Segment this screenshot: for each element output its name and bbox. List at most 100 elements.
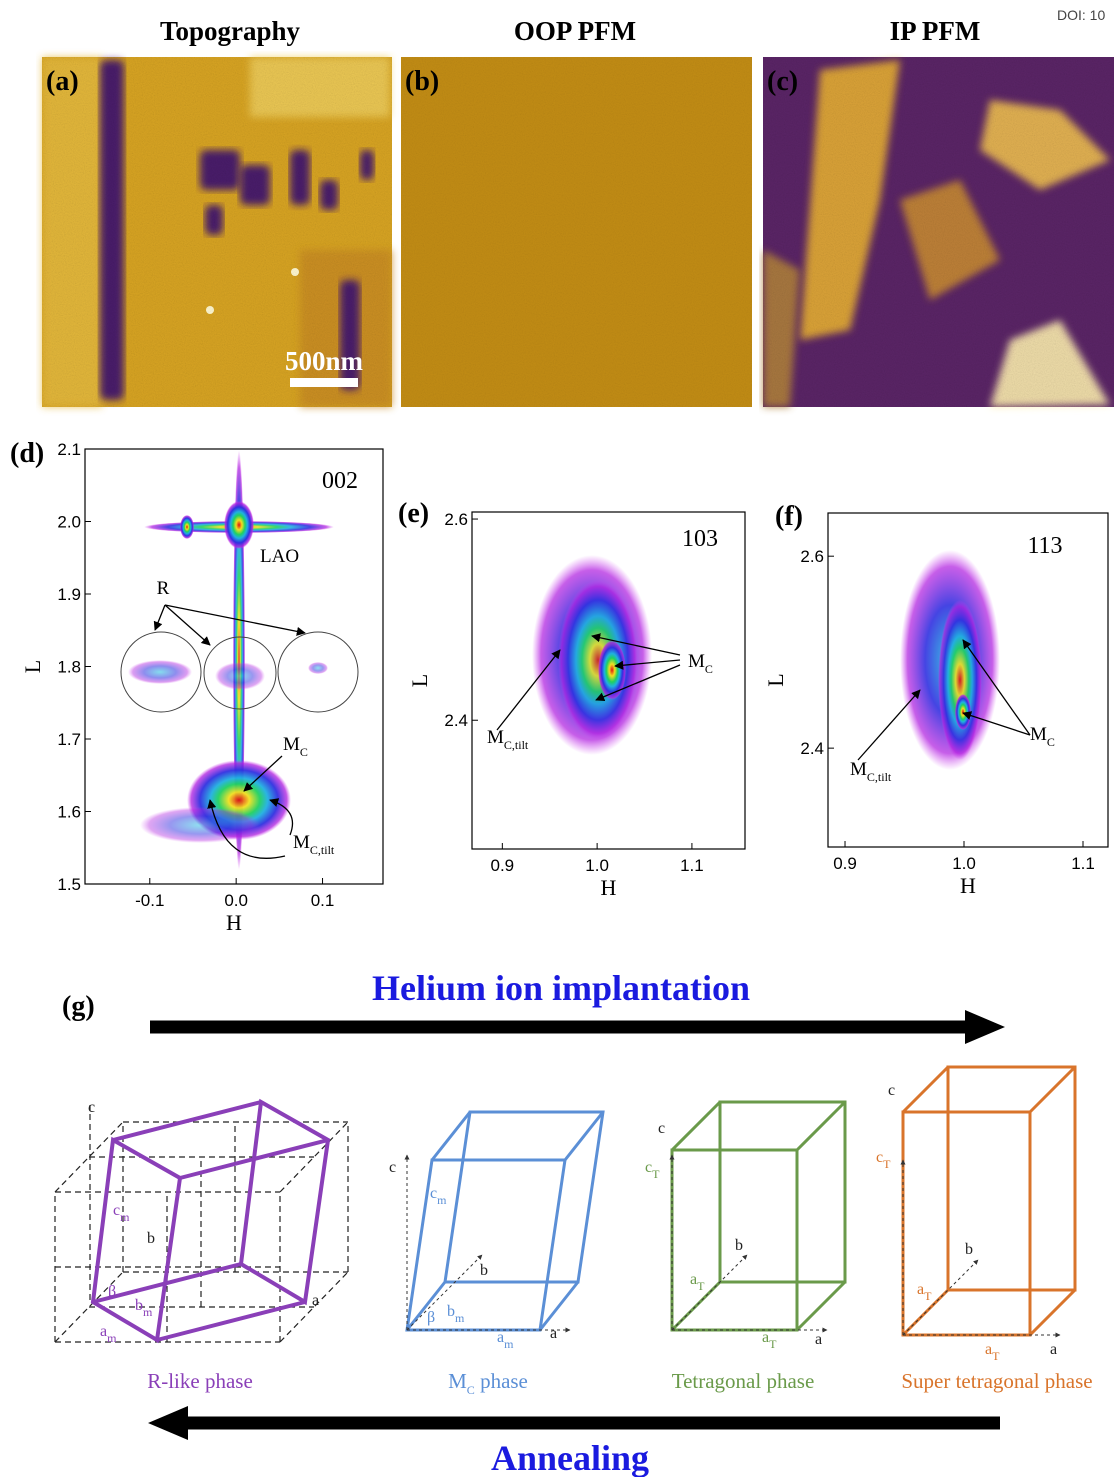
cell-face xyxy=(445,1112,603,1282)
x-tick-label: 1.0 xyxy=(585,856,609,875)
annotation: MC,tilt xyxy=(850,759,892,784)
axis-label-main: b xyxy=(147,1230,155,1247)
y-axis-label: L xyxy=(763,673,788,686)
axes xyxy=(672,1155,827,1330)
panel-label: (g) xyxy=(62,991,95,1022)
y-tick-label: 2.6 xyxy=(444,510,468,529)
axis-label: aT xyxy=(985,1341,1000,1363)
annotation: MC xyxy=(1030,724,1055,749)
backward-arrow-head xyxy=(148,1406,188,1440)
axis-label: aT xyxy=(917,1281,932,1303)
heatmap xyxy=(900,550,1000,770)
axes xyxy=(903,1160,1060,1335)
scale-bar-label: 500nm xyxy=(285,346,364,376)
axes xyxy=(407,1155,570,1330)
axis-label: aT xyxy=(762,1329,777,1351)
intensity-blob xyxy=(558,580,638,740)
figure: DOI: 10Topography(a)500nmOOP PFM(b)IP PF… xyxy=(0,0,1114,1477)
annotation-main: M xyxy=(487,727,504,748)
axis-label-main: a xyxy=(100,1323,107,1340)
axis-label-main: b xyxy=(965,1241,973,1258)
x-tick-label: -0.1 xyxy=(135,891,164,910)
annotation: LAO xyxy=(260,546,299,567)
axis-label-main: b xyxy=(735,1237,743,1254)
axis-label: cT xyxy=(645,1159,660,1181)
annotation-main: M xyxy=(293,832,310,853)
axis-label-sub: T xyxy=(697,1279,705,1293)
y-tick-label: 1.5 xyxy=(57,875,81,894)
axis-label-main: b xyxy=(480,1262,488,1279)
heatmap xyxy=(128,450,334,870)
noise xyxy=(763,57,1114,407)
cell-face xyxy=(720,1102,845,1282)
cell-face xyxy=(903,1112,1030,1335)
x-tick-label: 0.9 xyxy=(491,856,515,875)
axis-label-main: c xyxy=(645,1159,652,1176)
x-axis-label: H xyxy=(960,873,976,898)
intensity-blob xyxy=(128,660,192,684)
forward-title: Helium ion implantation xyxy=(372,968,750,1008)
scale-bar xyxy=(290,378,358,387)
phase-name-main: Super tetragonal phase xyxy=(901,1369,1092,1393)
axis-label: b xyxy=(965,1241,973,1258)
axis-label-sub: m xyxy=(120,1210,130,1224)
cell-edge xyxy=(157,1302,305,1340)
axis-label: c xyxy=(389,1159,396,1176)
forward-arrow-head xyxy=(965,1010,1005,1044)
x-axis-label: H xyxy=(226,910,242,935)
axis-label-main: a xyxy=(985,1341,992,1358)
reflection: 103 xyxy=(682,526,718,552)
axis-label-main: a xyxy=(497,1329,504,1346)
annotation-sub: C xyxy=(300,745,308,759)
annotation-main: M xyxy=(850,759,867,780)
cell-edge xyxy=(797,1282,845,1330)
axis-label-main: a xyxy=(690,1271,697,1288)
y-tick-label: 1.9 xyxy=(57,585,81,604)
annotation-main: R xyxy=(157,578,170,599)
intensity-blob xyxy=(955,694,971,730)
axis-label-main: a xyxy=(312,1292,319,1309)
axis-label: bm xyxy=(447,1303,465,1325)
axis-label-main: b xyxy=(447,1303,455,1320)
annotation-main: M xyxy=(688,651,705,672)
axis-label-main: c xyxy=(430,1185,437,1202)
annotation-main: M xyxy=(1030,724,1047,745)
axis-label-sub: m xyxy=(143,1305,153,1319)
intensity-blob xyxy=(224,501,254,549)
axis-label: aT xyxy=(690,1271,705,1293)
phase-name: MC phase xyxy=(448,1369,528,1397)
image-heading: IP PFM xyxy=(890,16,981,46)
phase-name: Tetragonal phase xyxy=(672,1369,815,1393)
axis-label-main: c xyxy=(88,1099,95,1116)
annotation-sub: C,tilt xyxy=(867,770,892,784)
phase-name: Super tetragonal phase xyxy=(901,1369,1092,1393)
axis-label-main: a xyxy=(550,1325,557,1342)
panel-label: (d) xyxy=(10,438,44,469)
unit-cell xyxy=(672,1102,845,1330)
cell-edge xyxy=(797,1102,845,1150)
panel-label: (e) xyxy=(398,498,429,529)
backward-title: Annealing xyxy=(491,1438,649,1477)
axis-label: β xyxy=(108,1283,116,1300)
page: { "doi": "DOI: 10", "images": [ {"headin… xyxy=(0,0,1114,1477)
axis-label-main: β xyxy=(108,1283,116,1300)
axis-label-sub: m xyxy=(455,1311,465,1325)
axis-label-main: a xyxy=(1050,1341,1057,1358)
annotation-sub: C xyxy=(1047,735,1055,749)
annotation: MC xyxy=(283,734,308,759)
axis-label: c xyxy=(88,1099,95,1116)
panel-label: (c) xyxy=(767,66,798,97)
axis-label: a xyxy=(550,1325,557,1342)
axis-label-sub: T xyxy=(769,1337,777,1351)
axis-label: a xyxy=(312,1292,319,1309)
intensity-blob xyxy=(598,640,626,700)
intensity-blob xyxy=(308,662,328,674)
y-tick-label: 2.6 xyxy=(800,547,824,566)
annotation: R xyxy=(157,578,170,599)
x-axis-label: H xyxy=(601,875,617,900)
arrow xyxy=(165,605,210,645)
x-tick-label: 1.1 xyxy=(680,856,704,875)
axis-label: a xyxy=(1050,1341,1057,1358)
axis-label-main: b xyxy=(135,1297,143,1314)
x-tick-label: 0.0 xyxy=(224,891,248,910)
